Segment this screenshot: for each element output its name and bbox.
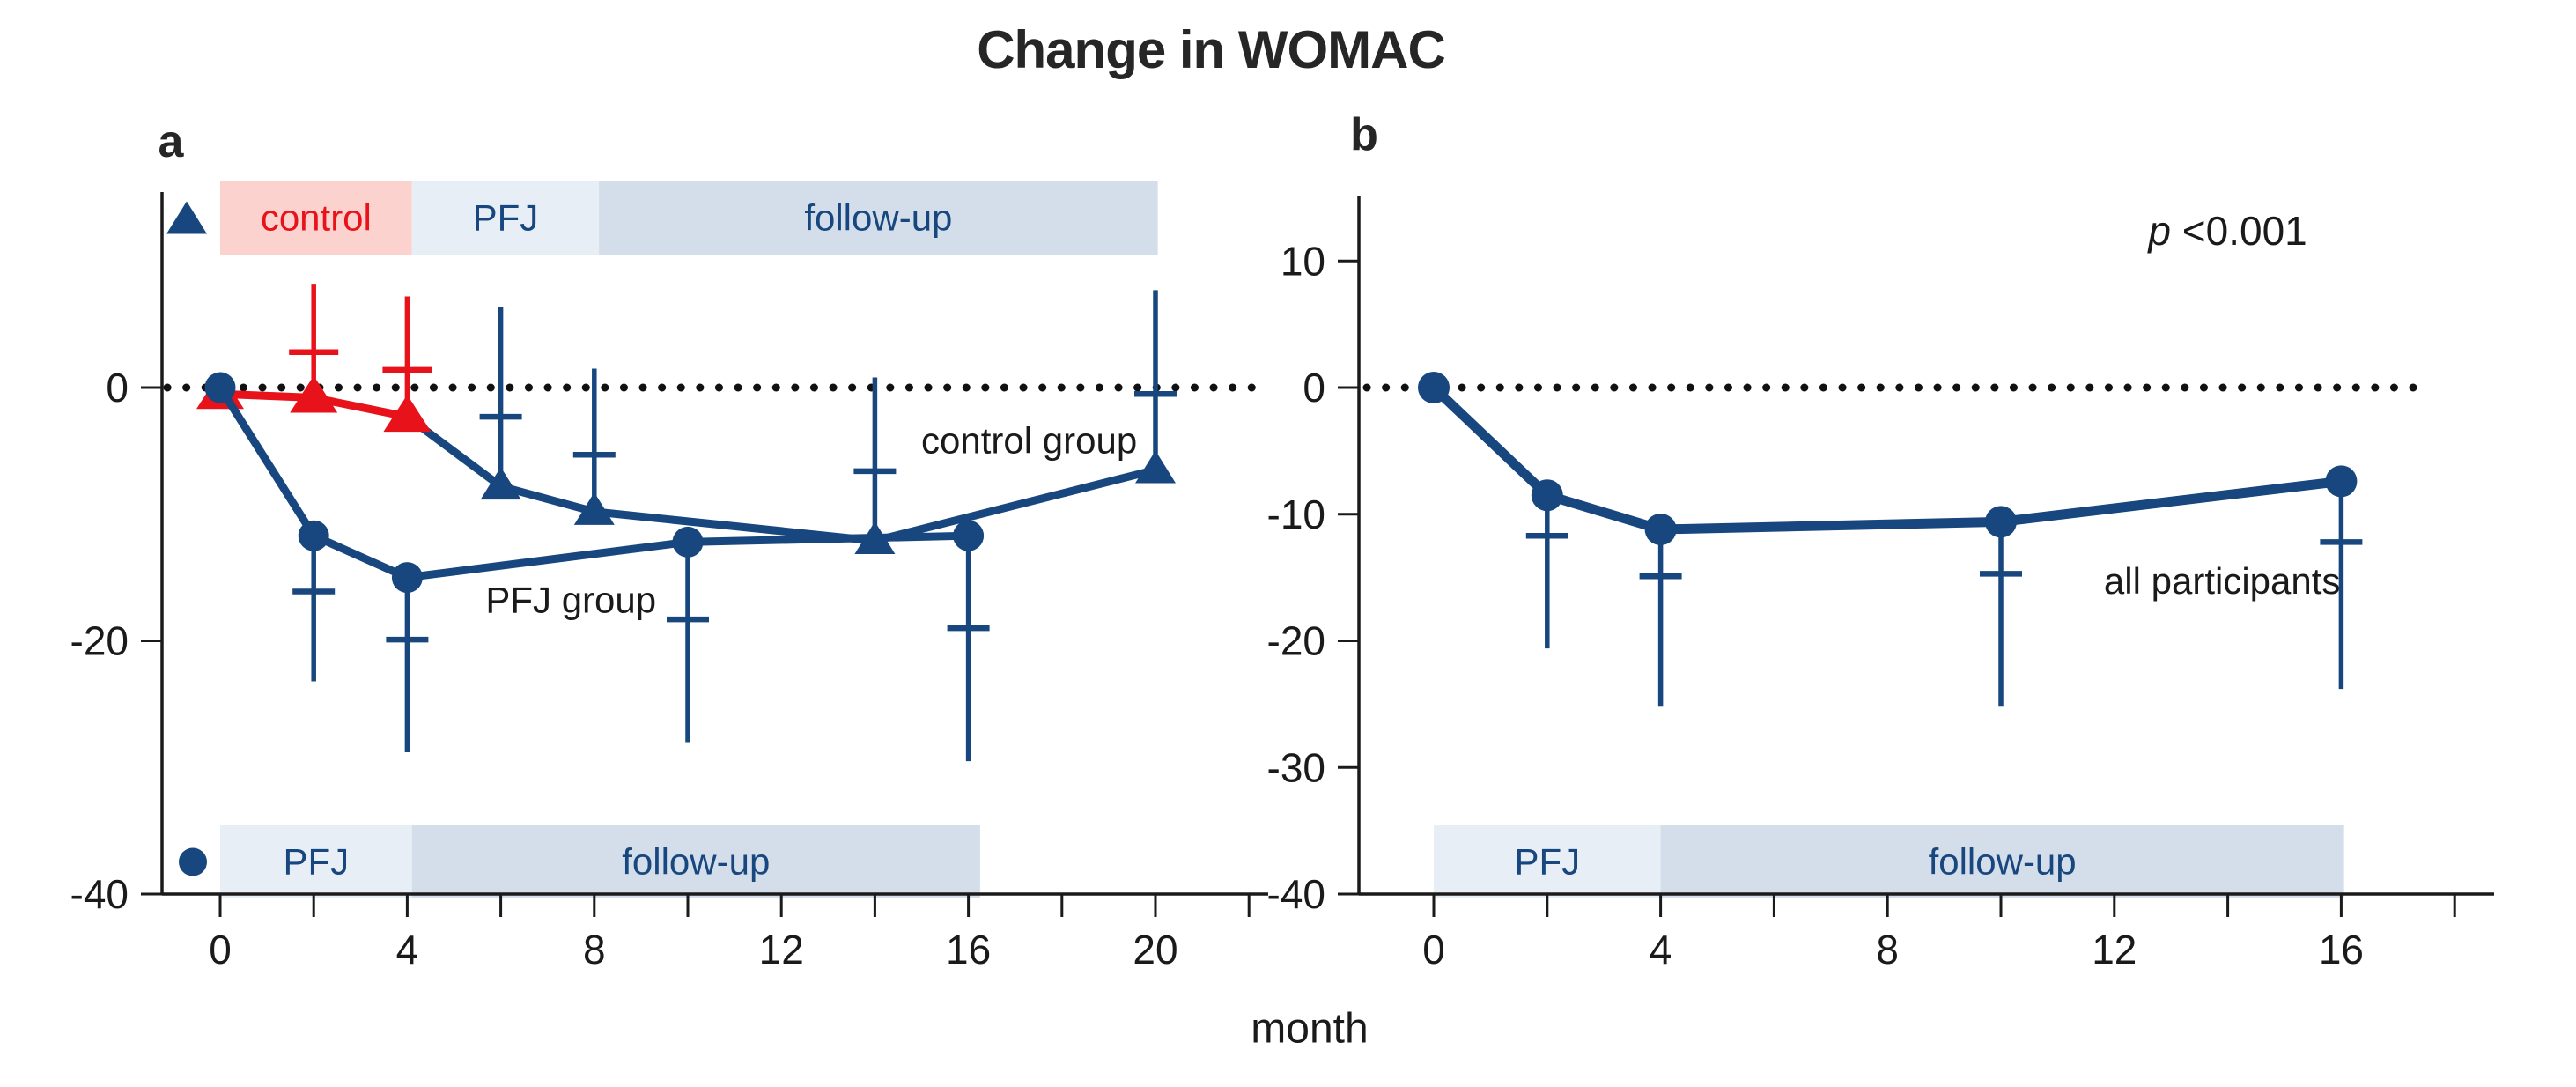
legend-triangle-icon [166, 201, 207, 234]
y-tick-label: 0 [1303, 365, 1325, 410]
band-label: follow-up [804, 197, 952, 239]
panel-b: PFJ follow-up 0 4 8 12 16 10 0 -10 -20 -30 -40 all pa… [1267, 109, 2494, 972]
series-label: all participants [2104, 560, 2340, 602]
legend-circle-icon [179, 847, 207, 876]
circle-marker [672, 526, 704, 558]
x-tick-label: 12 [759, 927, 804, 972]
triangle-marker [480, 467, 521, 500]
series-control-group: control group [196, 284, 1177, 554]
x-tick-label: 0 [1422, 927, 1445, 972]
phase-band-bottom-row: PFJ follow-up [1434, 825, 2344, 898]
x-tick-label: 16 [946, 927, 991, 972]
y-tick-label: -20 [1267, 618, 1325, 664]
p-value-annotation: p <0.001 [2146, 208, 2307, 254]
phase-band-top-row: control PFJ follow-up [166, 181, 1158, 255]
band-label: PFJ [284, 841, 350, 883]
y-tick-label: -30 [1267, 744, 1325, 790]
band-label: PFJ [473, 197, 539, 239]
band-label: PFJ [1514, 841, 1580, 883]
band-PFJ [411, 181, 600, 255]
panel-letter: b [1350, 109, 1378, 160]
band-follow-up [599, 181, 1158, 255]
y-tick-label: -10 [1267, 492, 1325, 537]
x-tick-label: 4 [396, 927, 419, 972]
y-tick-label: -20 [70, 618, 129, 664]
x-tick-label: 12 [2092, 927, 2137, 972]
band-PFJ [220, 825, 412, 898]
band-follow-up [411, 825, 980, 898]
x-tick-label: 8 [583, 927, 606, 972]
circle-marker [1644, 514, 1677, 545]
x-tick-label: 0 [209, 927, 232, 972]
x-tick-label: 8 [1876, 927, 1899, 972]
band-label: follow-up [1929, 841, 2077, 883]
y-tick-label: -40 [70, 871, 129, 917]
band-PFJ [1434, 825, 1661, 898]
series-line [1430, 384, 2343, 535]
circle-marker [1531, 479, 1563, 512]
band-control [220, 181, 412, 255]
y-tick-label: 10 [1281, 238, 1325, 284]
series-PFJ-group: PFJ group [204, 372, 990, 762]
circle-marker [2325, 465, 2358, 498]
panel-a: control PFJ follow-up PFJ follow-up 0 4 8 12 16 20… [70, 116, 1268, 972]
y-tick-label: -40 [1267, 871, 1325, 917]
circle-marker [1418, 372, 1450, 403]
circle-marker [953, 520, 985, 551]
y-tick-label: 0 [106, 365, 129, 410]
x-axis-title: month [1251, 1005, 1369, 1053]
phase-band-bottom-row: PFJ follow-up [179, 825, 980, 898]
triangle-marker [383, 395, 432, 433]
circle-marker [1985, 506, 2017, 538]
series-all-participants: all participants [1418, 372, 2363, 707]
triangle-marker [573, 492, 615, 525]
figure-title: Change in WOMAC [977, 20, 1446, 79]
circle-marker [391, 562, 423, 594]
band-label: control [261, 197, 372, 239]
triangle-marker [290, 375, 338, 413]
triangle-marker [1135, 450, 1176, 484]
circle-marker [298, 520, 329, 551]
panel-letter: a [159, 116, 185, 167]
x-tick-label: 20 [1133, 927, 1177, 972]
band-label: follow-up [622, 841, 770, 883]
circle-marker [204, 372, 236, 403]
band-follow-up [1660, 825, 2344, 898]
x-tick-label: 16 [2319, 927, 2364, 972]
series-label: control group [921, 419, 1137, 461]
series-label: PFJ group [485, 580, 656, 621]
x-tick-label: 4 [1650, 927, 1672, 972]
